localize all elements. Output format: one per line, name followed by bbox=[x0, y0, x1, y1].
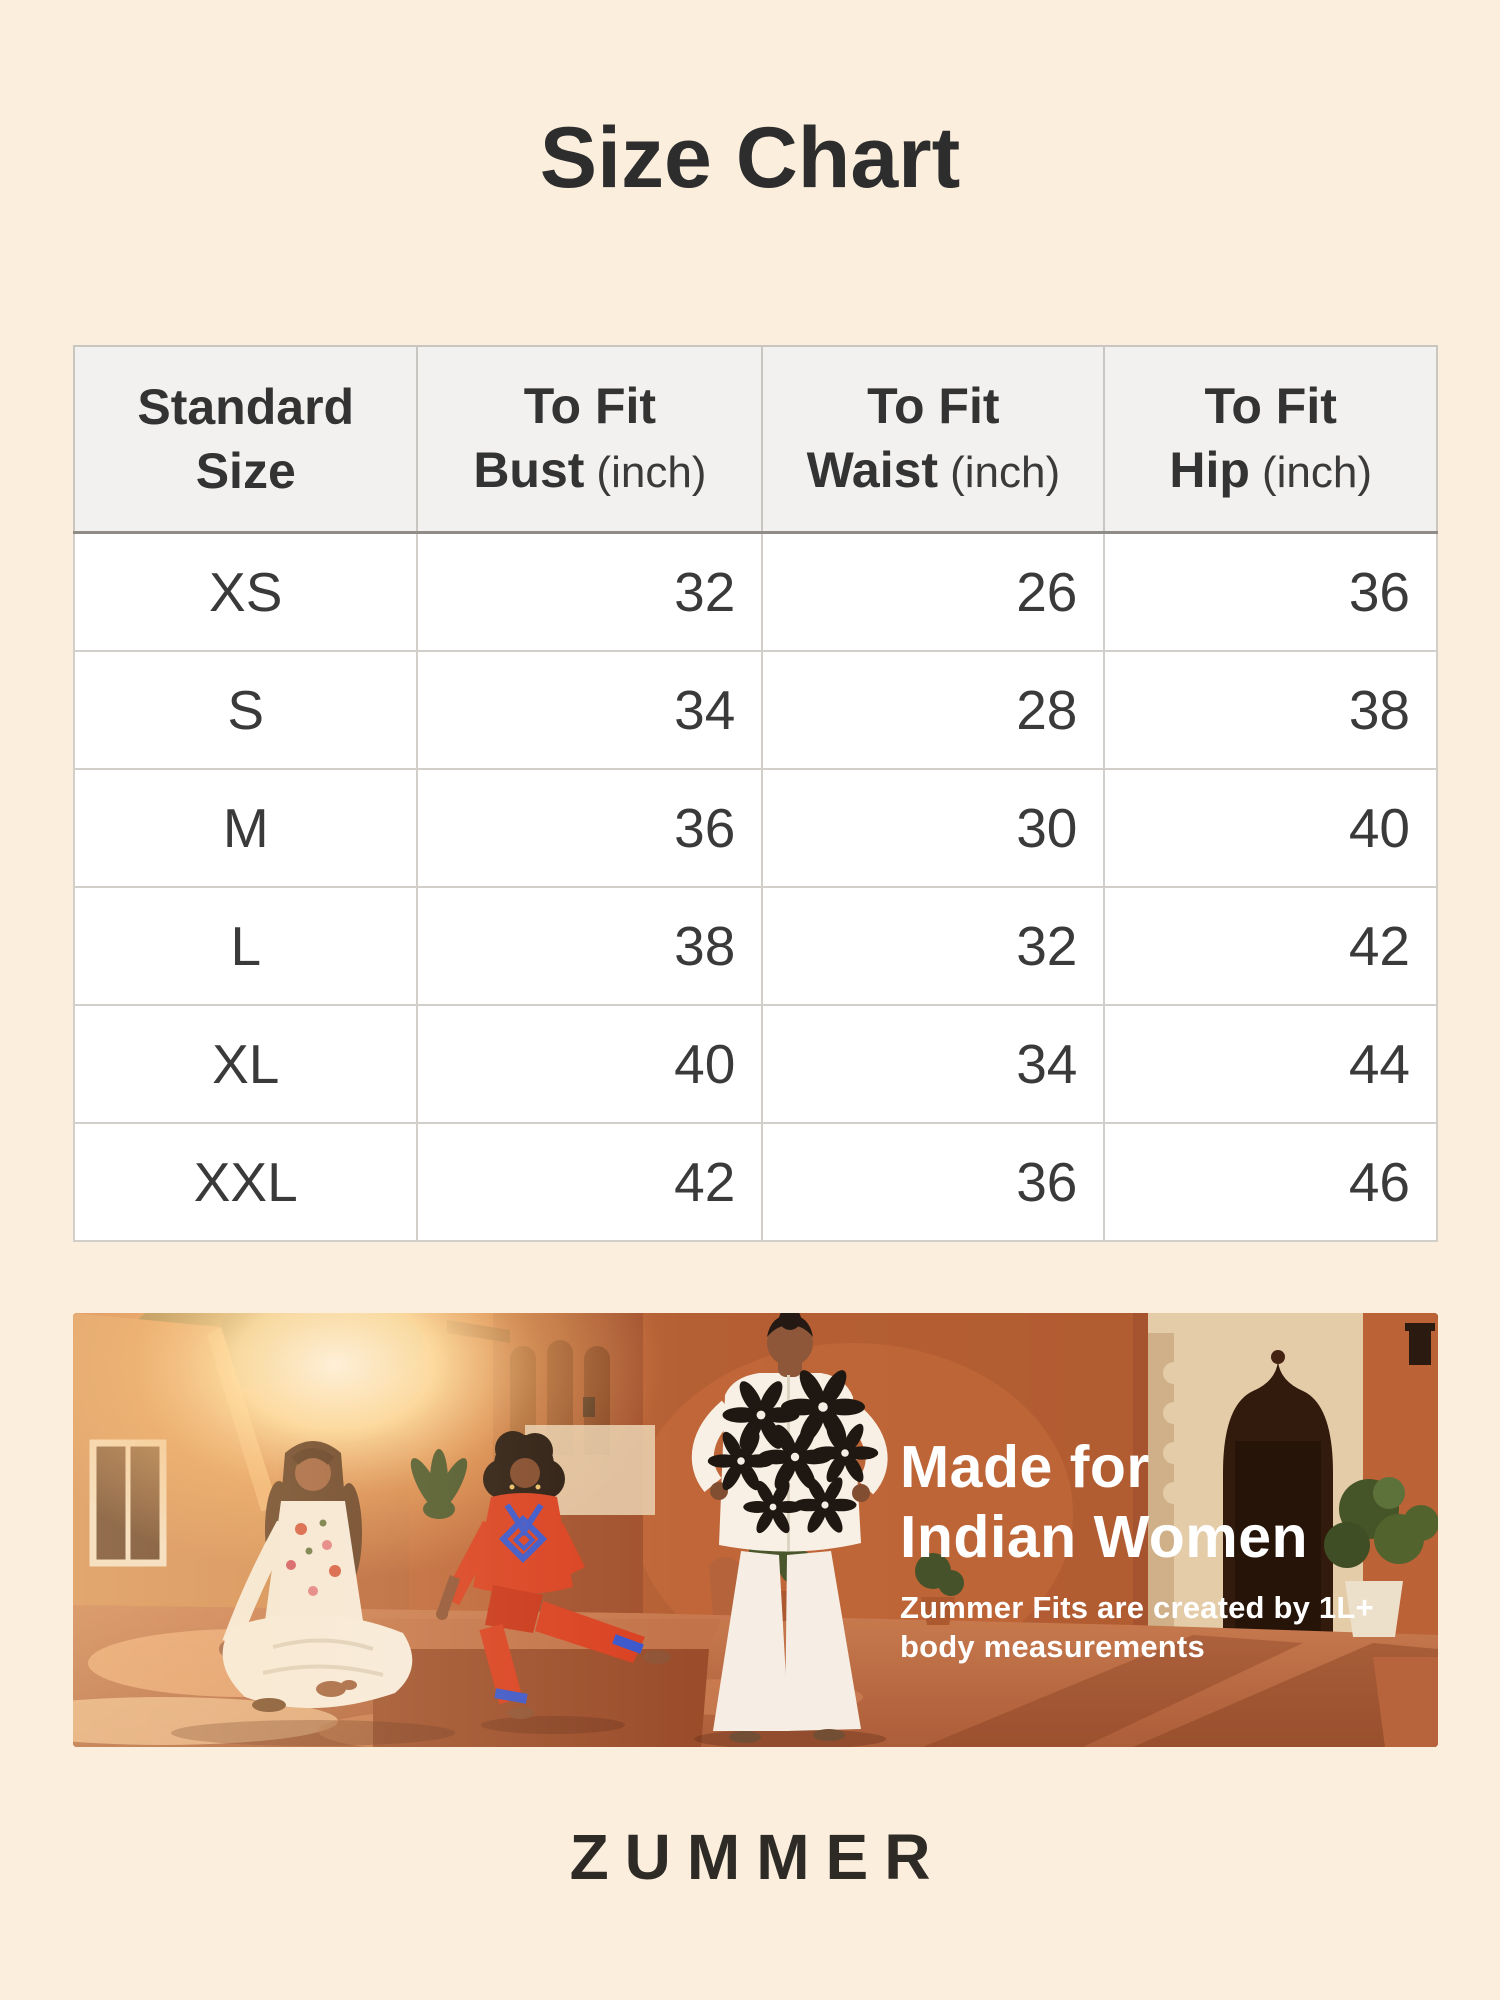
promo-banner: Made for Indian Women Zummer Fits are cr… bbox=[73, 1313, 1438, 1747]
size-label: XXL bbox=[72, 1122, 419, 1242]
table-row-m: M 36 30 40 bbox=[72, 768, 1438, 888]
banner-photo-illustration bbox=[73, 1313, 1438, 1747]
size-label: M bbox=[72, 768, 419, 888]
size-chart-table: Standard Size To Fit Bust (inch) To Fit W… bbox=[72, 345, 1438, 1242]
table-header-row: Standard Size To Fit Bust (inch) To Fit W… bbox=[72, 345, 1438, 534]
table-row-xxl: XXL 42 36 46 bbox=[72, 1122, 1438, 1242]
bust-value: 32 bbox=[416, 531, 764, 652]
col-header-standard-size: Standard Size bbox=[72, 345, 419, 534]
waist-value: 26 bbox=[761, 531, 1106, 652]
hip-value: 40 bbox=[1103, 768, 1438, 888]
bust-value: 34 bbox=[416, 650, 764, 770]
bust-value: 42 bbox=[416, 1122, 764, 1242]
banner-headline-line1: Made for bbox=[900, 1434, 1150, 1500]
hip-value: 46 bbox=[1103, 1122, 1438, 1242]
col-header-hip: To Fit Hip (inch) bbox=[1103, 345, 1438, 534]
banner-headline-line2: Indian Women bbox=[900, 1504, 1309, 1570]
size-label: L bbox=[72, 886, 419, 1006]
hip-value: 44 bbox=[1103, 1004, 1438, 1124]
col-header-waist: To Fit Waist (inch) bbox=[761, 345, 1106, 534]
table-row-xl: XL 40 34 44 bbox=[72, 1004, 1438, 1124]
page-title: Size Chart bbox=[539, 110, 961, 206]
table-row-s: S 34 28 38 bbox=[72, 650, 1438, 770]
hip-value: 36 bbox=[1103, 531, 1438, 652]
banner-text-block: Made for Indian Women Zummer Fits are cr… bbox=[900, 1432, 1374, 1666]
size-label: XL bbox=[72, 1004, 419, 1124]
waist-value: 28 bbox=[761, 650, 1106, 770]
size-label: S bbox=[72, 650, 419, 770]
table-row-l: L 38 32 42 bbox=[72, 886, 1438, 1006]
banner-subtext-line2: body measurements bbox=[900, 1629, 1205, 1664]
hip-value: 42 bbox=[1103, 886, 1438, 1006]
banner-subtext-line1: Zummer Fits are created by 1L+ bbox=[900, 1590, 1374, 1625]
size-label: XS bbox=[72, 531, 419, 652]
bust-value: 38 bbox=[416, 886, 764, 1006]
waist-value: 30 bbox=[761, 768, 1106, 888]
bust-value: 40 bbox=[416, 1004, 764, 1124]
waist-value: 36 bbox=[761, 1122, 1106, 1242]
col-header-bust: To Fit Bust (inch) bbox=[416, 345, 764, 534]
hip-value: 38 bbox=[1103, 650, 1438, 770]
brand-logo: ZUMMER bbox=[569, 1821, 947, 1893]
bust-value: 36 bbox=[416, 768, 764, 888]
table-row-xs: XS 32 26 36 bbox=[72, 531, 1438, 652]
waist-value: 32 bbox=[761, 886, 1106, 1006]
waist-value: 34 bbox=[761, 1004, 1106, 1124]
